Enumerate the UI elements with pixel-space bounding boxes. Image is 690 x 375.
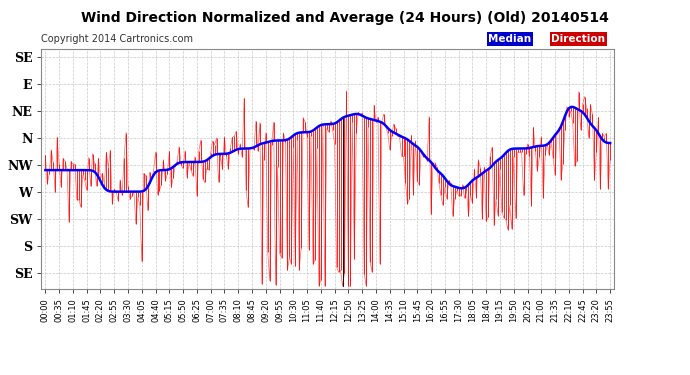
Text: Wind Direction Normalized and Average (24 Hours) (Old) 20140514: Wind Direction Normalized and Average (2… (81, 11, 609, 25)
Text: Median: Median (488, 34, 531, 44)
Text: Direction: Direction (551, 34, 605, 44)
Text: Copyright 2014 Cartronics.com: Copyright 2014 Cartronics.com (41, 34, 193, 44)
